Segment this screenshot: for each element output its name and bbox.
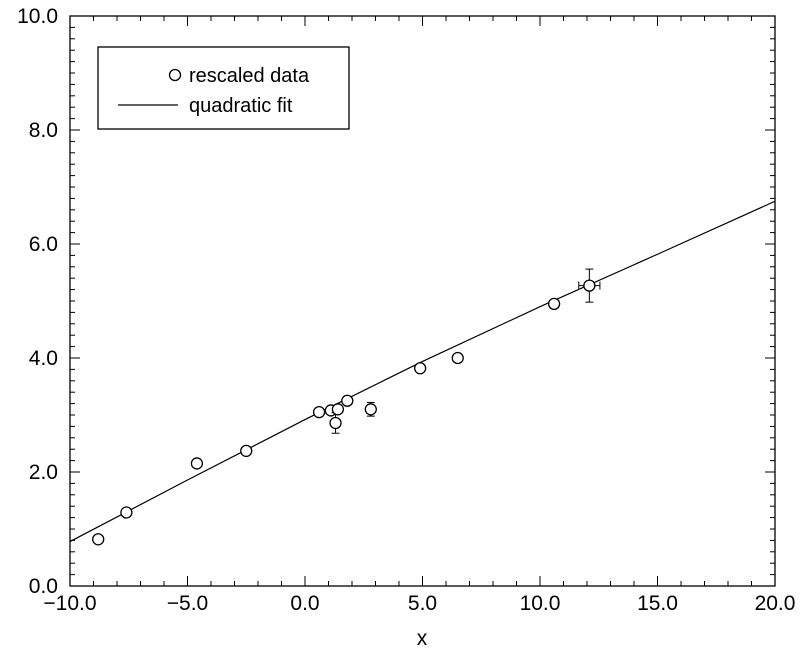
data-point xyxy=(451,351,464,365)
data-point xyxy=(364,403,377,416)
data-point xyxy=(240,444,253,458)
legend-marker-rescaled-data xyxy=(168,68,182,82)
x-axis-title: x xyxy=(417,627,428,650)
x-tick-label: 15.0 xyxy=(637,592,678,615)
legend-label-quadratic-fit: quadratic fit xyxy=(189,95,293,117)
y-tick-label: 2.0 xyxy=(29,461,58,484)
data-point xyxy=(190,457,204,470)
data-point xyxy=(331,403,345,416)
quadratic-fit-line xyxy=(69,200,776,543)
legend-label-rescaled-data: rescaled data xyxy=(189,65,310,87)
y-tick-label: 8.0 xyxy=(29,119,58,142)
data-point xyxy=(547,297,561,311)
legend: rescaled data quadratic fit xyxy=(97,46,350,130)
data-point xyxy=(341,394,354,407)
data-point xyxy=(120,506,133,519)
data-points-group xyxy=(92,268,601,546)
legend-box xyxy=(97,46,350,130)
y-tick-label: 6.0 xyxy=(29,233,58,256)
x-tick-label: −5.0 xyxy=(167,592,208,615)
data-point xyxy=(92,533,105,546)
y-tick-label: 4.0 xyxy=(29,347,58,370)
x-tick-label: 0.0 xyxy=(290,592,319,615)
data-point xyxy=(413,362,427,375)
data-point xyxy=(312,405,326,419)
x-tick-label: 5.0 xyxy=(408,592,437,615)
y-tick-label: 10.0 xyxy=(17,5,58,28)
tick-labels: −10.0 −5.0 0.0 5.0 10.0 15.0 20.0 0.0 2.0 4.0 6.0 8… xyxy=(17,5,795,615)
data-point xyxy=(329,416,342,430)
x-tick-label: 10.0 xyxy=(520,592,561,615)
fit-line-group xyxy=(69,200,776,543)
y-tick-label: 0.0 xyxy=(29,575,58,598)
x-tick-label: −10.0 xyxy=(43,592,96,615)
x-tick-label: 20.0 xyxy=(755,592,796,615)
data-point xyxy=(583,279,596,292)
tick-marks xyxy=(69,15,776,587)
